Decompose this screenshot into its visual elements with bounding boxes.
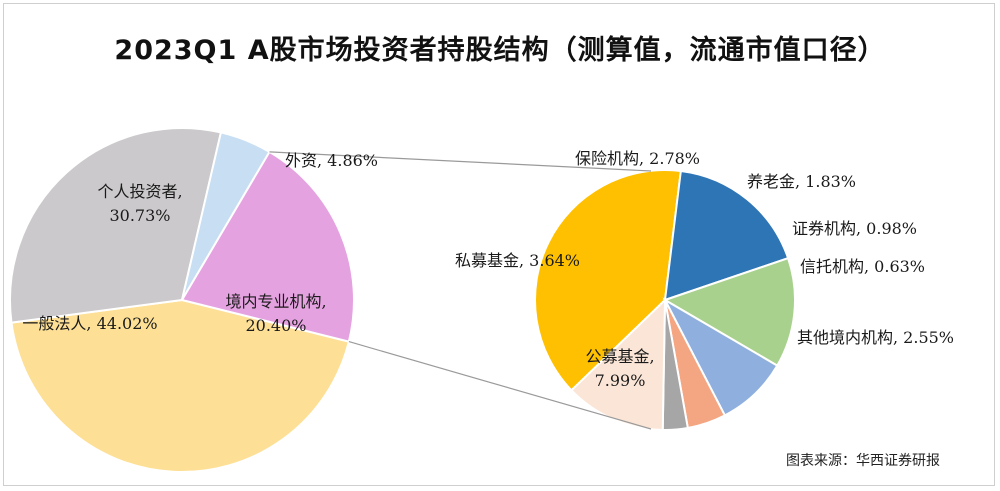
sub-slice-信托机构-label: 信托机构, 0.63% [800,257,925,276]
sub-slice-公募基金 [534,169,682,392]
connector-lines [269,151,652,430]
sub-slice-其他境内机构-label: 其他境内机构, 2.55% [797,328,954,347]
main-slice-一般法人-label: 一般法人, 44.02% [22,314,157,333]
sub-slice-保险机构-label: 保险机构, 2.78% [575,149,700,168]
main-slice-个人投资者-label-name: 个人投资者, [97,182,182,201]
connector-top [269,151,652,172]
source-note: 图表来源：华西证券研报 [786,453,940,469]
main-pie [9,127,355,473]
sub-slice-公募基金-label-name: 公募基金, [585,347,654,366]
main-slice-境内专业机构 [180,150,355,343]
connector-bottom [348,341,652,430]
sub-slice-私募基金-label: 私募基金, 3.64% [455,251,580,270]
sub-slice-保险机构 [662,256,796,367]
sub-pie [534,169,796,431]
main-slice-一般法人 [10,298,351,473]
sub-slice-其他境内机构 [570,297,667,431]
main-slice-个人投资者 [9,127,223,324]
slice-labels: 一般法人, 44.02% 个人投资者, 30.73% 外资, 4.86% 境内专业机构,… [22,149,954,390]
sub-slice-公募基金-label-value: 7.99% [595,371,646,390]
main-slice-外资-label: 外资, 4.86% [285,151,378,170]
main-slice-境内专业机构-label-name: 境内专业机构, [225,292,326,311]
sub-slice-证券机构-label: 证券机构, 0.98% [792,219,917,238]
chart-title: 2023Q1 A股市场投资者持股结构（测算值，流通市值口径） [114,35,886,66]
main-slice-境内专业机构-label-value: 20.40% [245,316,306,335]
sub-slice-养老金-label: 养老金, 1.83% [747,172,856,191]
main-slice-个人投资者-label-value: 30.73% [109,206,170,225]
